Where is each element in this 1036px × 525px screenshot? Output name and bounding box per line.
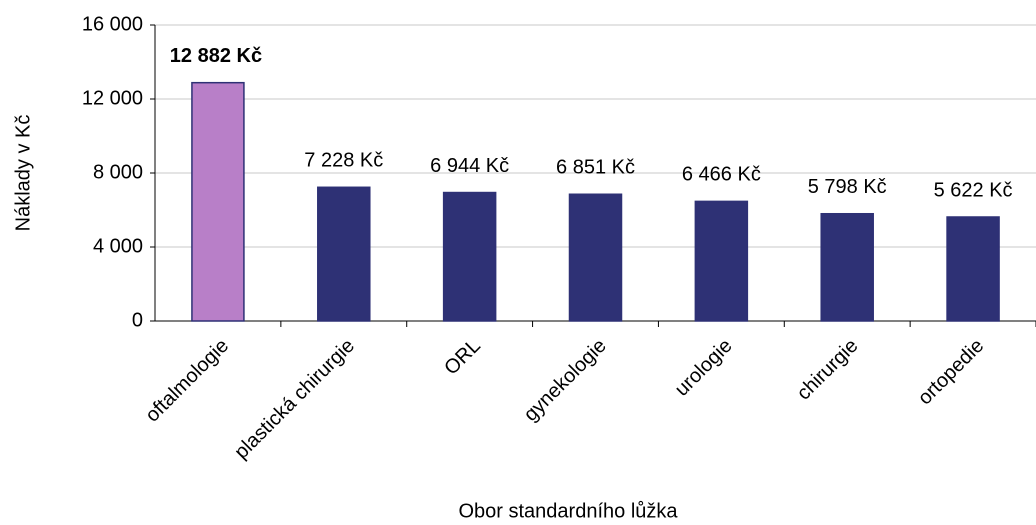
bar bbox=[191, 81, 245, 322]
x-tick-label: oftalmologie bbox=[141, 335, 233, 427]
bar bbox=[820, 212, 874, 322]
x-tick-label: ortopedie bbox=[914, 335, 989, 410]
bar bbox=[317, 186, 371, 322]
value-label: 5 798 Kč bbox=[808, 176, 887, 198]
x-tick-label: chirurgie bbox=[793, 335, 863, 405]
value-label: 5 622 Kč bbox=[934, 179, 1013, 201]
x-tick-label: urologie bbox=[671, 335, 737, 401]
value-label: 12 882 Kč bbox=[170, 45, 262, 67]
value-label: 6 466 Kč bbox=[682, 164, 761, 186]
x-tick-label: ORL bbox=[440, 335, 485, 380]
bar bbox=[946, 216, 1000, 322]
y-tick-label: 0 bbox=[132, 309, 143, 331]
value-label: 6 944 Kč bbox=[430, 155, 509, 177]
y-tick-label: 4 000 bbox=[93, 235, 143, 257]
y-tick-label: 16 000 bbox=[82, 13, 143, 35]
value-label: 7 228 Kč bbox=[304, 150, 383, 172]
y-axis-label: Náklady v Kč bbox=[12, 115, 34, 232]
y-tick-label: 8 000 bbox=[93, 161, 143, 183]
bar bbox=[442, 191, 497, 322]
value-label: 6 851 Kč bbox=[556, 157, 635, 179]
bar bbox=[568, 193, 623, 322]
y-tick-label: 12 000 bbox=[82, 87, 143, 109]
x-axis-label: Obor standardního lůžka bbox=[458, 500, 678, 522]
x-tick-label: plastická chirurgie bbox=[230, 335, 359, 464]
x-tick-label: gynekologie bbox=[520, 335, 611, 426]
bar bbox=[694, 200, 749, 322]
